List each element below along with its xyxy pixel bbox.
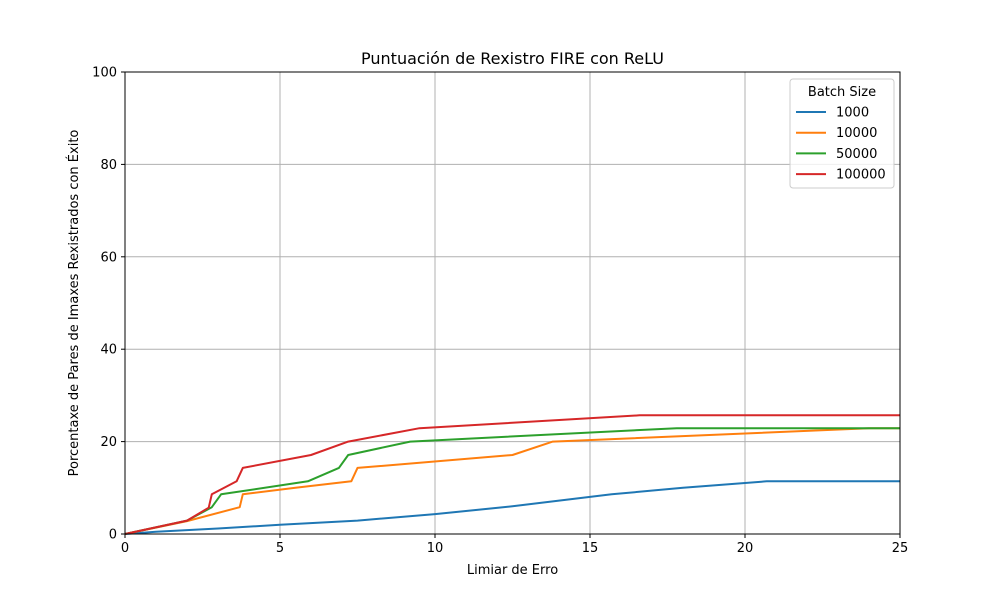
y-tick-label: 80: [100, 158, 117, 173]
series-line-10000: [124, 427, 900, 535]
series-lines: [124, 414, 900, 535]
grid: [124, 71, 901, 535]
legend: Batch Size 1000 10000 50000 100000: [789, 78, 895, 189]
y-axis-label: Porcentaxe de Pares de Imaxes Rexistrado…: [66, 130, 82, 477]
series-line-100000: [124, 414, 900, 535]
x-tick-label: 0: [121, 541, 129, 556]
series-line-1000: [124, 480, 900, 535]
x-tick-label: 15: [582, 541, 599, 556]
x-axis-ticks: 0 5 10 15 20 25: [121, 534, 908, 556]
legend-box: [789, 78, 895, 189]
legend-label-50000: 50000: [836, 147, 877, 162]
y-tick-label: 0: [109, 528, 117, 543]
legend-items: 1000 10000 50000 100000: [796, 106, 886, 183]
chart-title: Puntuación de Rexistro FIRE con ReLU: [361, 49, 664, 68]
legend-title: Batch Size: [808, 85, 876, 100]
legend-label-1000: 1000: [836, 106, 869, 121]
y-tick-label: 20: [100, 435, 117, 450]
y-tick-label: 100: [92, 66, 117, 81]
x-tick-label: 25: [892, 541, 909, 556]
legend-label-10000: 10000: [836, 126, 877, 141]
x-axis-label: Limiar de Erro: [467, 563, 558, 578]
plot-frame: [124, 71, 901, 535]
x-tick-label: 20: [737, 541, 754, 556]
legend-label-100000: 100000: [836, 168, 886, 183]
y-tick-label: 40: [100, 343, 117, 358]
y-axis-ticks: 0 20 40 60 80 100: [92, 66, 125, 543]
y-tick-label: 60: [100, 250, 117, 265]
x-tick-label: 5: [276, 541, 284, 556]
x-tick-label: 10: [427, 541, 444, 556]
